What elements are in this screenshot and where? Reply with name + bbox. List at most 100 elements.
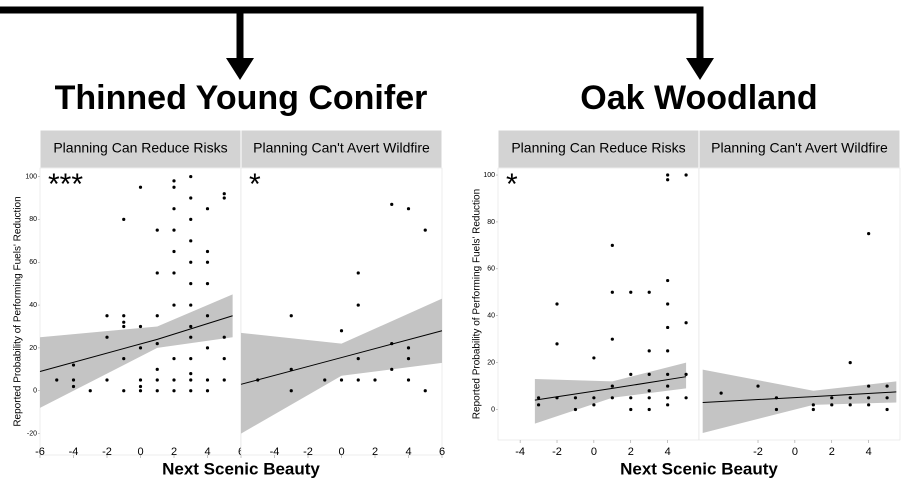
data-point xyxy=(189,282,193,286)
data-point xyxy=(423,389,427,393)
data-point xyxy=(406,346,411,350)
data-point xyxy=(155,389,159,393)
data-point xyxy=(138,389,143,393)
connector-arrows xyxy=(0,6,714,80)
data-point xyxy=(536,403,541,407)
facet-panel: Planning Can't Avert Wildfire -2 0 2 4 xyxy=(698,129,901,458)
data-point xyxy=(666,178,670,182)
data-point xyxy=(666,173,670,177)
data-point xyxy=(756,384,760,388)
arrow-head xyxy=(226,58,254,80)
x-tick-label: -4 xyxy=(69,446,79,458)
facet-strip xyxy=(39,129,242,169)
data-point xyxy=(666,372,670,376)
data-point xyxy=(406,207,411,211)
y-tick-label: 80 xyxy=(29,216,37,223)
data-point xyxy=(666,396,670,400)
data-point xyxy=(867,403,871,407)
data-point xyxy=(666,384,670,388)
data-point xyxy=(138,346,143,350)
x-tick-label: -4 xyxy=(270,446,280,458)
y-tick-label: 60 xyxy=(487,266,495,273)
data-point xyxy=(71,384,76,389)
y-tick-label: 100 xyxy=(483,172,495,179)
x-tick-label: 2 xyxy=(171,446,177,458)
data-point xyxy=(666,325,670,330)
data-point xyxy=(205,207,210,211)
data-point xyxy=(189,378,193,382)
chart-title: Thinned Young Conifer xyxy=(55,79,428,117)
x-tick-label: 4 xyxy=(866,446,872,458)
data-point xyxy=(592,403,596,407)
data-point xyxy=(610,243,614,247)
x-tick-label: 0 xyxy=(137,446,143,458)
data-point xyxy=(155,314,159,318)
x-tick-label: 4 xyxy=(665,446,671,458)
fit-line xyxy=(702,391,897,403)
data-point xyxy=(610,396,614,400)
x-tick-label: -6 xyxy=(35,446,45,458)
data-point xyxy=(155,378,159,382)
data-point xyxy=(289,367,293,371)
data-point xyxy=(155,271,159,275)
data-point xyxy=(610,384,614,388)
data-point xyxy=(55,378,59,382)
data-point xyxy=(423,228,427,232)
data-point xyxy=(885,396,889,400)
facet-strip-label: Planning Can't Avert Wildfire xyxy=(711,140,888,156)
data-point xyxy=(356,303,360,307)
data-point xyxy=(592,396,596,400)
data-point xyxy=(205,260,210,264)
y-tick-label: 80 xyxy=(487,219,495,226)
data-point xyxy=(88,389,92,393)
x-tick-label: -2 xyxy=(753,446,763,458)
fit-line xyxy=(39,315,233,372)
y-tick-label: 0 xyxy=(491,406,495,413)
x-tick-label: 0 xyxy=(591,446,597,458)
confidence-band xyxy=(40,294,233,408)
data-point xyxy=(848,396,852,400)
data-point xyxy=(205,378,210,382)
y-tick-label: 20 xyxy=(487,359,495,366)
confidence-band xyxy=(241,298,442,434)
data-point xyxy=(406,378,411,382)
data-point xyxy=(356,357,360,361)
data-point xyxy=(205,314,210,318)
y-tick-label: 60 xyxy=(29,259,37,266)
data-point xyxy=(647,290,651,294)
data-point xyxy=(647,349,651,353)
data-point xyxy=(189,324,193,329)
significance-annotation: * xyxy=(506,168,518,201)
data-point xyxy=(172,303,176,307)
data-point xyxy=(222,357,226,361)
y-tick-label: 40 xyxy=(487,313,495,320)
data-point xyxy=(205,282,210,286)
data-point xyxy=(647,389,651,393)
y-tick-label: 20 xyxy=(29,345,37,352)
data-point xyxy=(105,314,109,318)
arrow-head xyxy=(686,58,714,80)
data-point xyxy=(811,403,815,407)
data-point xyxy=(222,192,226,196)
data-point xyxy=(610,290,614,294)
data-point xyxy=(867,232,871,236)
data-point xyxy=(222,335,226,339)
data-point xyxy=(189,335,193,339)
data-point xyxy=(105,378,109,382)
x-tick-label: -2 xyxy=(102,446,112,458)
x-tick-label: 2 xyxy=(372,446,378,458)
data-point xyxy=(71,363,76,367)
data-point xyxy=(666,349,670,353)
data-point xyxy=(339,329,344,333)
data-point xyxy=(189,357,193,361)
data-point xyxy=(406,357,411,361)
data-point xyxy=(848,361,852,365)
data-point xyxy=(684,173,688,177)
data-point xyxy=(189,303,193,307)
data-point xyxy=(172,185,176,189)
facet-panel: Planning Can't Avert Wildfire -4 -2 0 2 4 6 * xyxy=(240,129,445,458)
data-point xyxy=(867,396,871,400)
data-point xyxy=(189,174,193,179)
data-point xyxy=(122,217,126,222)
